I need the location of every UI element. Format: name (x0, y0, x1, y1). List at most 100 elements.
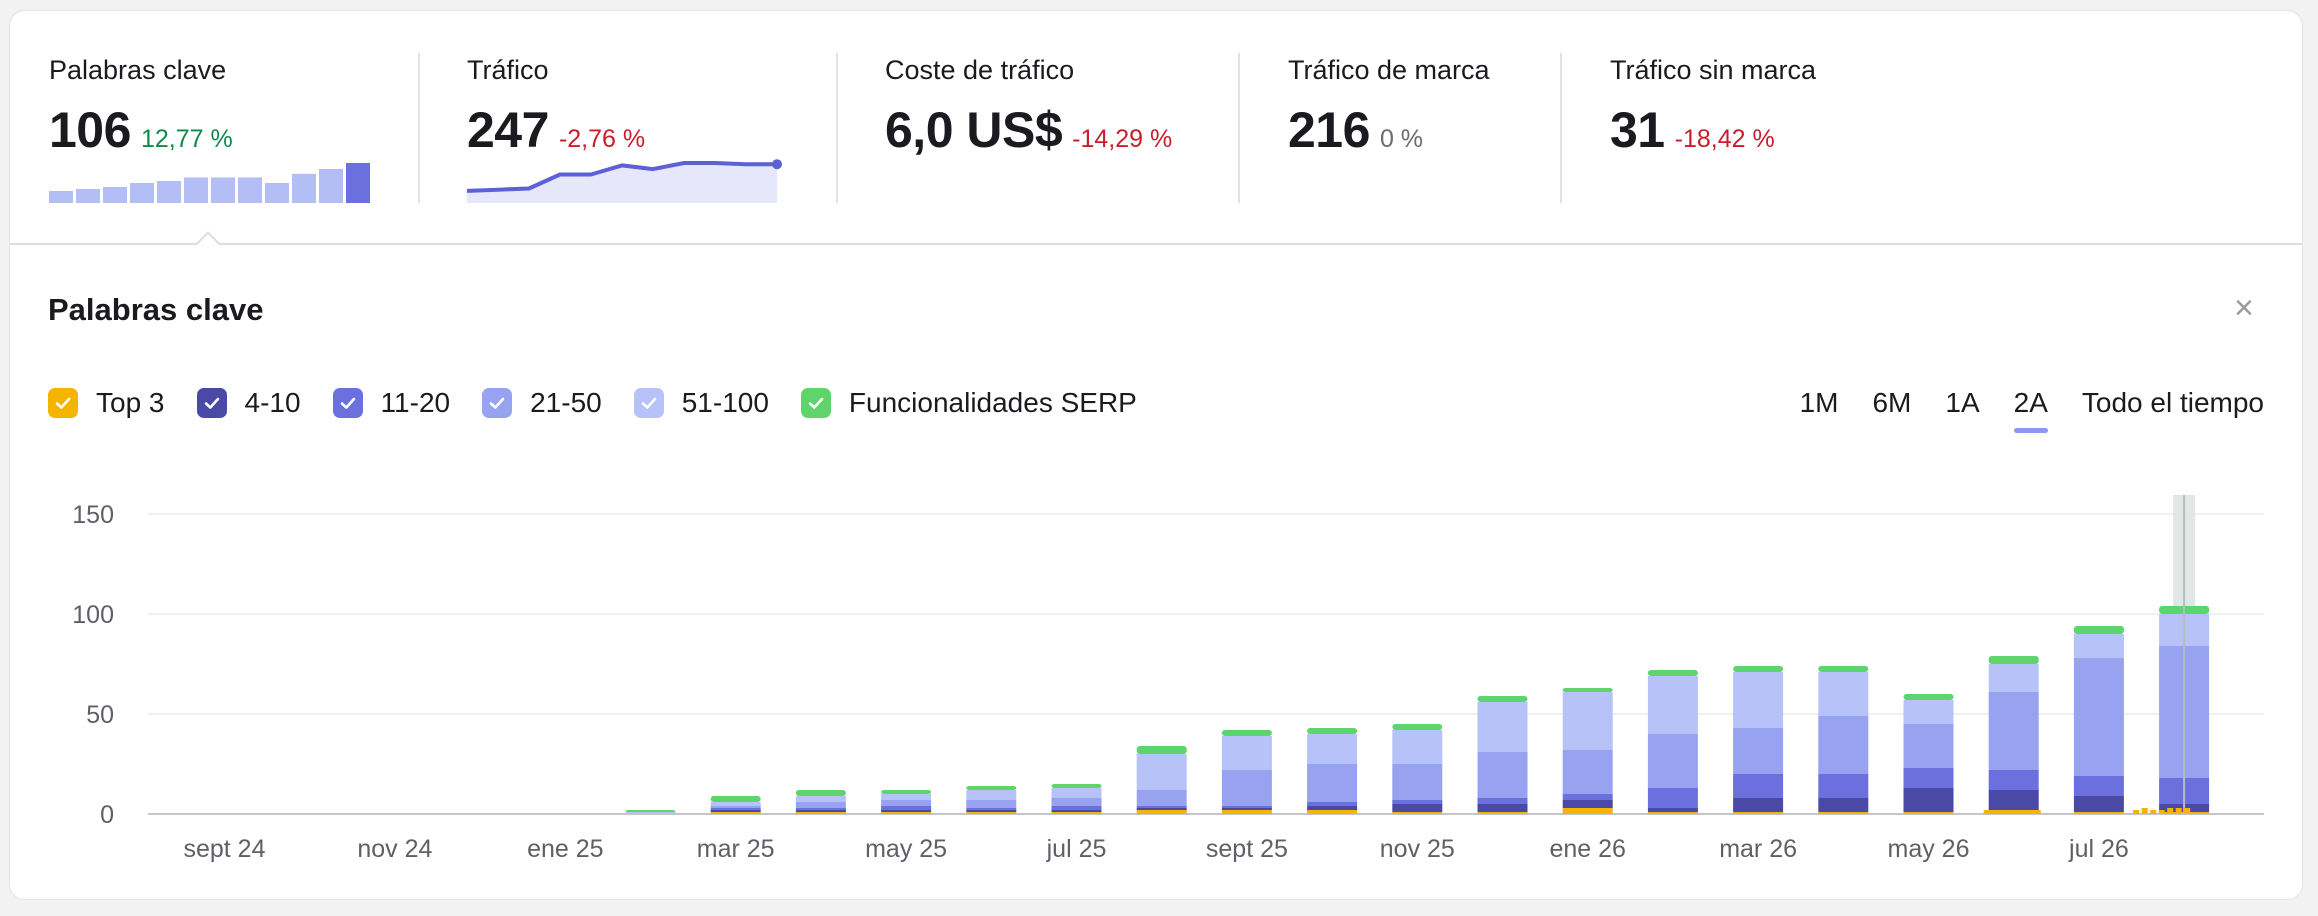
legend-11-20[interactable]: 11-20 (332, 387, 450, 419)
bar-segment-21-50[interactable] (1392, 764, 1443, 800)
bar-segment-11-20[interactable] (2073, 776, 2124, 796)
bar-segment-21-50[interactable] (1477, 752, 1528, 798)
checkbox-icon[interactable] (332, 388, 363, 418)
bar-segment-top-3[interactable] (710, 812, 761, 814)
legend-21-50[interactable]: 21-50 (482, 387, 602, 419)
bar-segment-4-10[interactable] (1988, 790, 2039, 810)
bar-segment-11-20[interactable] (1647, 788, 1698, 808)
checkbox-icon[interactable] (482, 388, 513, 418)
bar-segment-top-3[interactable] (1477, 812, 1528, 814)
bar-segment-11-20[interactable] (881, 806, 932, 810)
bar-segment-51-100[interactable] (1988, 664, 2039, 692)
bar-segment-21-50[interactable] (1988, 692, 2039, 770)
bar-segment-11-20[interactable] (1477, 798, 1528, 804)
bar-segment-51-100[interactable] (1818, 672, 1869, 716)
metric-brand-traffic[interactable]: Tráfico de marca 216 0 % (1288, 11, 1568, 243)
bar-segment-funcionalidades-serp[interactable] (2073, 626, 2124, 634)
bar-segment-51-100[interactable] (1647, 676, 1698, 734)
bar-segment-funcionalidades-serp[interactable] (1392, 724, 1443, 730)
bar-segment-4-10[interactable] (966, 810, 1017, 812)
range-1a[interactable]: 1A (1945, 387, 1980, 418)
bar-segment-top-3[interactable] (1307, 810, 1358, 814)
bar-segment-top-3[interactable] (966, 812, 1017, 814)
bar-segment-funcionalidades-serp[interactable] (710, 796, 761, 802)
bar-segment-21-50[interactable] (1221, 770, 1272, 806)
bar-segment-21-50[interactable] (1136, 790, 1187, 806)
bar-segment-top-3[interactable] (795, 812, 846, 814)
bar-segment-funcionalidades-serp[interactable] (795, 790, 846, 796)
bar-segment-4-10[interactable] (1221, 808, 1272, 810)
bar-segment-21-50[interactable] (710, 806, 761, 808)
range-2a[interactable]: 2A (2013, 383, 2049, 433)
bar-segment-51-100[interactable] (1392, 730, 1443, 764)
legend-top3[interactable]: Top 3 (48, 387, 165, 419)
bar-segment-funcionalidades-serp[interactable] (1051, 784, 1102, 788)
metric-keywords[interactable]: Palabras clave 106 12,77 % (49, 11, 379, 243)
bar-segment-11-20[interactable] (1136, 806, 1187, 808)
bar-segment-11-20[interactable] (966, 808, 1017, 810)
bar-segment-51-100[interactable] (966, 790, 1017, 800)
bar-segment-11-20[interactable] (1307, 802, 1358, 806)
bar-segment-top-3[interactable] (1647, 812, 1698, 814)
bar-segment-4-10[interactable] (1477, 804, 1528, 812)
bar-segment-21-50[interactable] (1051, 798, 1102, 806)
bar-segment-51-100[interactable] (795, 796, 846, 802)
bar-segment-4-10[interactable] (1903, 788, 1954, 812)
bar-segment-funcionalidades-serp[interactable] (1562, 688, 1613, 692)
bar-segment-top-3[interactable] (1562, 808, 1613, 814)
bar-segment-21-50[interactable] (2073, 658, 2124, 776)
bar-segment-top-3[interactable] (1903, 812, 1954, 814)
bar-segment-top-3[interactable] (1051, 812, 1102, 814)
bar-segment-top-3[interactable] (1136, 810, 1187, 814)
bar-segment-11-20[interactable] (1051, 806, 1102, 810)
bar-segment-21-50[interactable] (1733, 728, 1784, 774)
bar-segment-4-10[interactable] (1818, 798, 1869, 812)
checkbox-icon[interactable] (633, 388, 664, 418)
bar-segment-funcionalidades-serp[interactable] (1647, 670, 1698, 676)
close-icon[interactable]: × (2234, 289, 2254, 327)
bar-segment-11-20[interactable] (1818, 774, 1869, 798)
bar-segment-11-20[interactable] (1903, 768, 1954, 788)
bar-segment-21-50[interactable] (966, 800, 1017, 808)
bar-segment-funcionalidades-serp[interactable] (1136, 746, 1187, 754)
bar-segment-funcionalidades-serp[interactable] (1221, 730, 1272, 736)
bar-segment-4-10[interactable] (710, 810, 761, 812)
bar-segment-21-50[interactable] (1307, 764, 1358, 802)
bar-segment-11-20[interactable] (1988, 770, 2039, 790)
bar-segment-funcionalidades-serp[interactable] (1307, 728, 1358, 734)
bar-segment-funcionalidades-serp[interactable] (1733, 666, 1784, 672)
bar-segment-funcionalidades-serp[interactable] (881, 790, 932, 794)
bar-segment-4-10[interactable] (1392, 804, 1443, 812)
bar-segment-4-10[interactable] (1562, 800, 1613, 808)
metric-non-brand-traffic[interactable]: Tráfico sin marca 31 -18,42 % (1610, 11, 1890, 243)
bar-segment-21-50[interactable] (1818, 716, 1869, 774)
bar-segment-51-100[interactable] (1562, 692, 1613, 750)
bar-segment-11-20[interactable] (795, 808, 846, 810)
checkbox-icon[interactable] (196, 388, 227, 418)
bar-segment-51-100[interactable] (1307, 734, 1358, 764)
bar-segment-51-100[interactable] (1051, 788, 1102, 798)
bar-segment-51-100[interactable] (1733, 672, 1784, 728)
bar-segment-11-20[interactable] (1733, 774, 1784, 798)
legend-51-100[interactable]: 51-100 (633, 387, 769, 419)
bar-segment-4-10[interactable] (1136, 808, 1187, 810)
range-1m[interactable]: 1M (1799, 387, 1839, 418)
bar-segment-11-20[interactable] (1221, 806, 1272, 808)
bar-segment-funcionalidades-serp[interactable] (1988, 656, 2039, 664)
legend-4-10[interactable]: 4-10 (196, 387, 301, 419)
bar-segment-51-100[interactable] (1221, 736, 1272, 770)
bar-segment-4-10[interactable] (881, 810, 932, 812)
bar-segment-21-50[interactable] (795, 802, 846, 808)
bar-segment-funcionalidades-serp[interactable] (625, 810, 676, 812)
bar-segment-21-50[interactable] (1903, 724, 1954, 768)
bar-segment-51-100[interactable] (1477, 702, 1528, 752)
bar-segment-51-100[interactable] (1903, 700, 1954, 724)
bar-segment-11-20[interactable] (1562, 794, 1613, 800)
bar-segment-funcionalidades-serp[interactable] (966, 786, 1017, 790)
bar-segment-4-10[interactable] (795, 810, 846, 812)
bar-segment-4-10[interactable] (2073, 796, 2124, 812)
bar-segment-51-100[interactable] (625, 812, 676, 814)
bar-segment-funcionalidades-serp[interactable] (1477, 696, 1528, 702)
legend-serp-features[interactable]: Funcionalidades SERP (800, 387, 1137, 419)
bar-segment-top-3[interactable] (881, 812, 932, 814)
